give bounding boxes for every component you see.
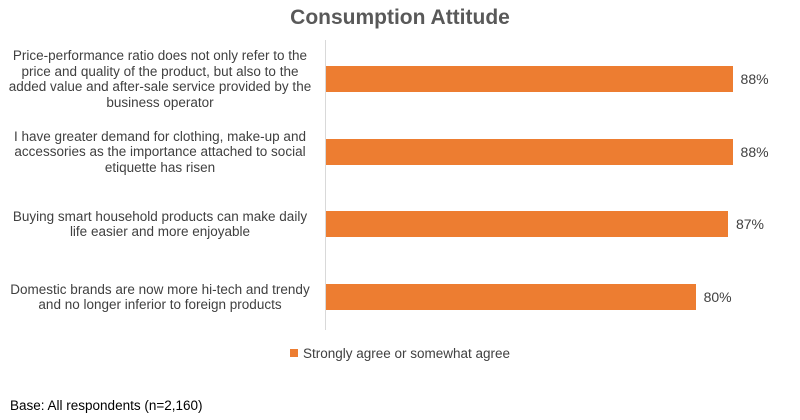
bar-value-label: 88%	[740, 71, 769, 87]
category-label: Buying smart household products can make…	[12, 208, 308, 240]
bar-value-label: 80%	[703, 289, 732, 305]
bar-value-label: 87%	[735, 216, 764, 232]
bar	[326, 139, 733, 165]
category-axis-line	[325, 40, 326, 330]
bar	[326, 284, 696, 310]
category-label: I have greater demand for clothing, make…	[14, 128, 306, 175]
chart-title: Consumption Attitude	[290, 6, 510, 29]
legend: Strongly agree or somewhat agree	[0, 346, 800, 361]
legend-swatch	[289, 349, 298, 357]
footnote: Base: All respondents (n=2,160)	[10, 398, 203, 413]
category-label: Domestic brands are now more hi-tech and…	[10, 281, 310, 313]
bar	[326, 211, 728, 237]
bar	[326, 66, 733, 92]
legend-label: Strongly agree or somewhat agree	[302, 346, 511, 361]
category-label: Price-performance ratio does not only re…	[8, 48, 312, 110]
bar-value-label: 88%	[740, 144, 769, 160]
